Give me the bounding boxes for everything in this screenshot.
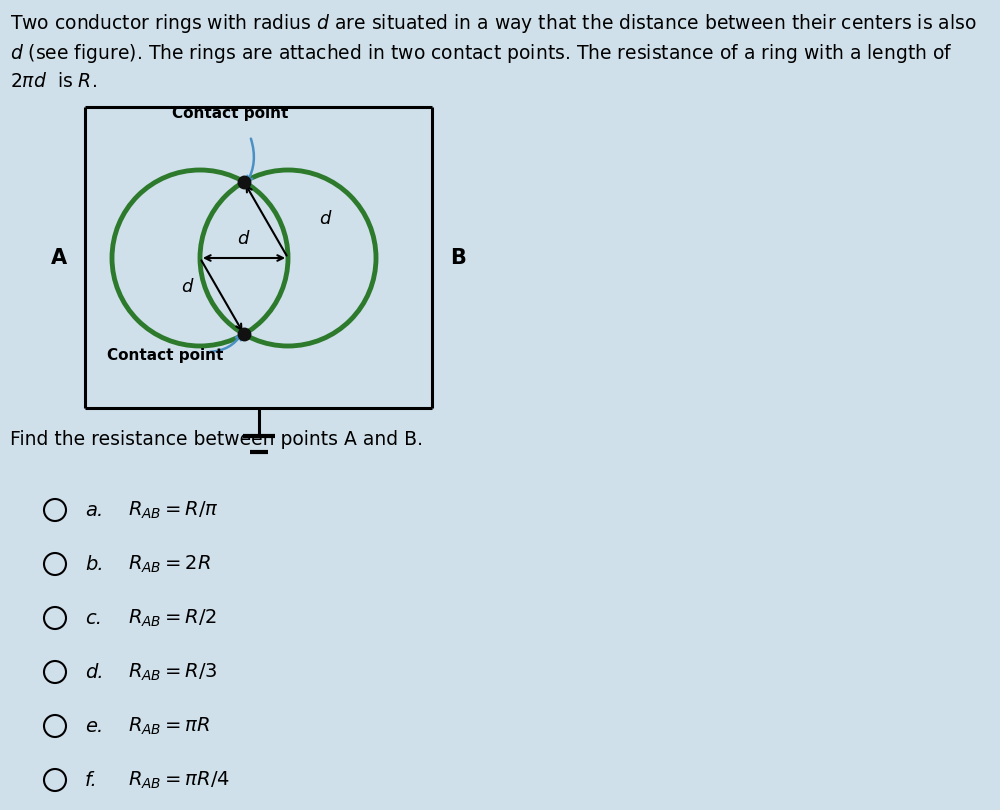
Text: $R_{AB} = \pi R$: $R_{AB} = \pi R$ [128,715,210,736]
Text: c.: c. [85,608,102,628]
Text: b.: b. [85,555,104,573]
Text: $R_{AB} = R/\pi$: $R_{AB} = R/\pi$ [128,499,219,521]
Text: $d$ (see figure). The rings are attached in two contact points. The resistance o: $d$ (see figure). The rings are attached… [10,42,953,65]
Text: $d$: $d$ [237,230,251,248]
Text: a.: a. [85,501,103,519]
Text: f.: f. [85,770,98,790]
Text: Contact point: Contact point [172,106,288,121]
Text: Find the resistance between points A and B.: Find the resistance between points A and… [10,430,423,449]
Text: $2\pi d$  is $R$.: $2\pi d$ is $R$. [10,72,97,91]
Text: d.: d. [85,663,104,681]
Text: $R_{AB} = \pi R/4$: $R_{AB} = \pi R/4$ [128,770,230,791]
Text: $d$: $d$ [181,279,195,296]
Text: A: A [51,248,67,268]
Text: B: B [450,248,466,268]
Text: $R_{AB} = R/2$: $R_{AB} = R/2$ [128,608,216,629]
Text: Contact point: Contact point [107,348,223,363]
Text: $R_{AB} = 2R$: $R_{AB} = 2R$ [128,553,211,574]
Text: $R_{AB} = R/3$: $R_{AB} = R/3$ [128,661,218,683]
Text: $d$: $d$ [319,210,333,228]
Text: e.: e. [85,717,103,735]
Text: Two conductor rings with radius $d$ are situated in a way that the distance betw: Two conductor rings with radius $d$ are … [10,12,977,35]
